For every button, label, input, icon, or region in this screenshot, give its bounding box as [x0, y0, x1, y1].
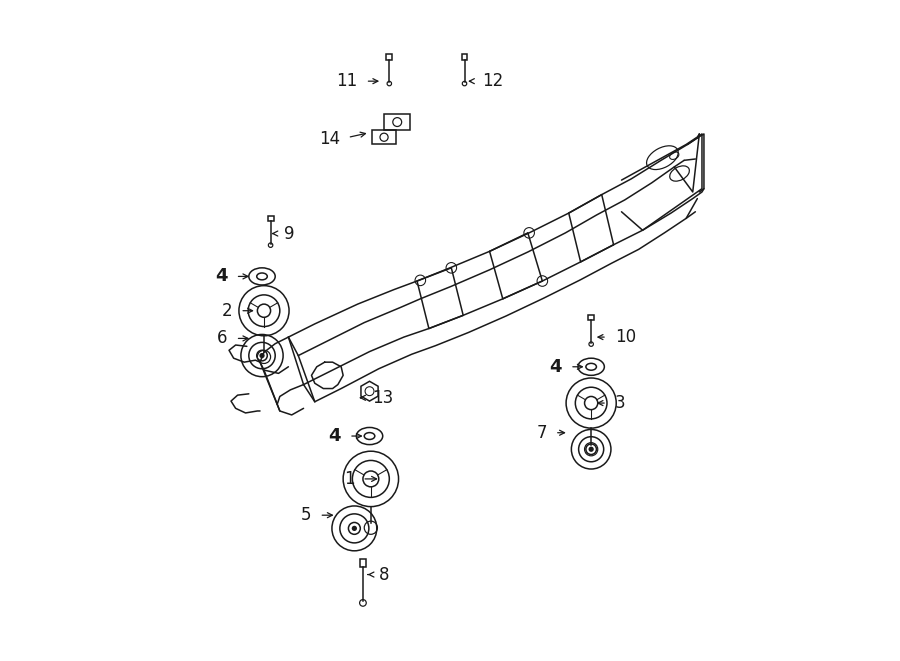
Circle shape	[352, 525, 357, 531]
Circle shape	[446, 262, 456, 273]
Text: 4: 4	[328, 427, 341, 445]
Text: 12: 12	[482, 72, 503, 90]
Text: 2: 2	[221, 301, 232, 320]
Text: 4: 4	[215, 268, 228, 286]
Text: 13: 13	[373, 389, 393, 407]
Text: 10: 10	[615, 328, 636, 346]
Text: 11: 11	[337, 72, 357, 90]
Circle shape	[589, 447, 594, 452]
Circle shape	[415, 275, 426, 286]
Text: 3: 3	[615, 394, 626, 412]
Text: 4: 4	[550, 358, 562, 376]
Text: 7: 7	[536, 424, 547, 442]
Text: 6: 6	[217, 329, 228, 348]
Text: 8: 8	[379, 566, 390, 584]
Circle shape	[537, 276, 547, 286]
Circle shape	[524, 227, 535, 238]
Text: 9: 9	[284, 225, 294, 243]
Text: 5: 5	[301, 506, 311, 524]
Circle shape	[259, 353, 265, 358]
Text: 14: 14	[319, 130, 340, 148]
Text: 1: 1	[344, 470, 355, 488]
